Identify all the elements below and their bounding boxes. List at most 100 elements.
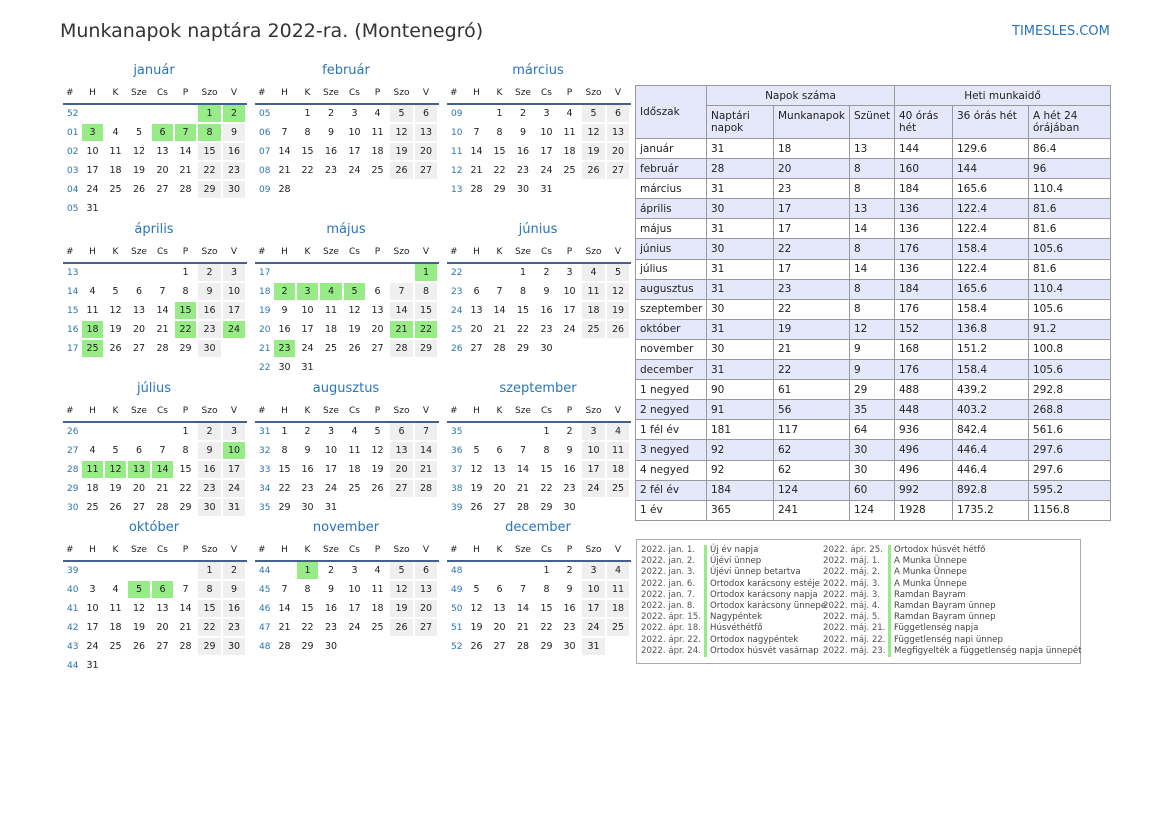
- calendar-day: 18: [80, 319, 105, 340]
- calendar-day: 5: [464, 440, 489, 461]
- calendar-day: 28: [150, 338, 175, 359]
- week-number-header: #: [256, 241, 273, 264]
- calendar-empty-cell: [557, 179, 582, 200]
- month-name: december: [505, 520, 571, 535]
- calendar-day: 3: [80, 579, 105, 600]
- calendar-week-row: 28 11 12 13 14 15 16 17: [63, 459, 247, 480]
- calendar-day: 17: [580, 598, 607, 619]
- calendar-day: 12: [605, 281, 631, 302]
- calendar-day: 22: [173, 319, 198, 340]
- calendar-day: 25: [557, 160, 582, 181]
- week-number: 51: [447, 617, 466, 638]
- week-number-header: #: [256, 539, 273, 562]
- calendar-day: 24: [295, 338, 320, 359]
- calendar-empty-cell: [464, 262, 489, 283]
- calendar-day: 28: [173, 179, 198, 200]
- calendar-day: 14: [464, 141, 489, 162]
- calendar-day: 18: [103, 160, 128, 181]
- stats-row: március 31 23 8 184 165.6 110.4: [635, 178, 1112, 200]
- calendar-day: 9: [221, 579, 247, 600]
- calendar-empty-cell: [605, 497, 631, 518]
- calendar-day: 24: [221, 319, 247, 340]
- calendar-day: 12: [464, 459, 489, 480]
- holiday-name: Ortodox karácsony estéje: [710, 578, 820, 589]
- calendar-empty-cell: [557, 338, 582, 359]
- stats-value: 20: [773, 158, 850, 180]
- holiday-entry: 2022. ápr. 22. Ortodox nagypéntek: [641, 634, 826, 646]
- calendar-day: 1: [173, 262, 198, 283]
- holiday-date: 2022. máj. 2.: [823, 567, 881, 578]
- calendar-empty-cell: [365, 497, 390, 518]
- holiday-marker: [704, 567, 707, 579]
- stats-period-label: június: [635, 238, 707, 260]
- calendar-day: 13: [365, 300, 390, 321]
- calendar-day: 29: [510, 338, 536, 359]
- calendar-day: 27: [365, 338, 390, 359]
- holiday-name: Nagypéntek: [710, 612, 763, 623]
- calendar-day: 18: [318, 319, 344, 340]
- calendar-day: 9: [318, 579, 344, 600]
- holiday-date: 2022. jan. 3.: [641, 567, 696, 578]
- calendar-day: 20: [413, 598, 439, 619]
- calendar-day: 2: [196, 421, 223, 442]
- calendar-day: 1: [413, 262, 439, 283]
- week-number: 44: [63, 655, 82, 676]
- calendar-day: 28: [150, 497, 175, 518]
- stats-row: szeptember 30 22 8 176 158.4 105.6: [635, 298, 1112, 320]
- calendar-day: 22: [295, 617, 320, 638]
- week-number: 43: [63, 636, 82, 657]
- holiday-entry: 2022. ápr. 18. Húsvéthétfő: [641, 623, 826, 635]
- stats-row: 4 negyed 92 62 30 496 446.4 297.6: [635, 459, 1112, 481]
- calendar-day: 10: [295, 300, 320, 321]
- weekday-header: K: [104, 400, 127, 423]
- month-name: január: [133, 63, 175, 78]
- calendar-day: 17: [342, 141, 367, 162]
- weekday-header: V: [222, 241, 246, 264]
- calendar-empty-cell: [103, 262, 128, 283]
- calendar-day: 13: [388, 440, 415, 461]
- calendar-day: 11: [365, 579, 390, 600]
- calendar-day: 2: [534, 262, 559, 283]
- calendar-week-row: 26 1 2 3: [63, 421, 247, 442]
- stats-column-header: Naptári napok: [706, 105, 774, 139]
- calendar-day: 30: [534, 338, 559, 359]
- stats-value: 8: [849, 298, 895, 320]
- weekday-header: Cs: [535, 82, 558, 105]
- calendar-day: 15: [173, 300, 198, 321]
- stats-value: 31: [706, 359, 774, 381]
- holiday-marker: [704, 623, 707, 635]
- site-brand-link[interactable]: TIMESLES.COM: [1012, 24, 1110, 39]
- calendar-day: 21: [272, 160, 297, 181]
- calendar-day: 5: [126, 122, 152, 143]
- calendar-day: 14: [388, 300, 415, 321]
- calendar-day: 29: [196, 179, 223, 200]
- weekday-header: Szo: [581, 400, 606, 423]
- weekday-header: K: [104, 241, 127, 264]
- calendar-day: 17: [318, 459, 344, 480]
- week-number: 12: [447, 160, 466, 181]
- stats-value: 91.2: [1027, 318, 1112, 340]
- calendar-week-row: 51 19 20 21 22 23 24 25: [447, 617, 631, 638]
- calendar-day: 7: [388, 281, 415, 302]
- stats-value: 1156.8: [1027, 499, 1112, 521]
- calendar-empty-cell: [605, 179, 631, 200]
- stats-column-header: Munkanapok: [773, 105, 850, 139]
- holiday-marker: [888, 612, 891, 624]
- calendar-day: 29: [173, 338, 198, 359]
- calendar-day: 24: [557, 319, 582, 340]
- calendar-empty-cell: [413, 357, 439, 378]
- calendar-day: 4: [580, 262, 607, 283]
- calendar-day: 2: [196, 262, 223, 283]
- calendar-empty-cell: [173, 655, 198, 676]
- calendar-day: 15: [295, 598, 320, 619]
- calendar-day: 10: [580, 440, 607, 461]
- holiday-entry: 2022. ápr. 25. Ortodox húsvét hétfő: [823, 545, 1082, 557]
- calendar-day: 20: [605, 141, 631, 162]
- calendar-day: 31: [534, 179, 559, 200]
- month-grid: # H K Sze Cs P Szo V 39 1 2 40 3 4 5 6 7 8 9 41 10 11 12 13 14 15…: [63, 539, 247, 676]
- calendar-empty-cell: [388, 179, 415, 200]
- weekday-header: Cs: [535, 241, 558, 264]
- weekday-header: Szo: [389, 82, 414, 105]
- holiday-entry: 2022. jan. 3. Újévi ünnep betartva: [641, 567, 826, 579]
- stats-value: 14: [849, 218, 895, 240]
